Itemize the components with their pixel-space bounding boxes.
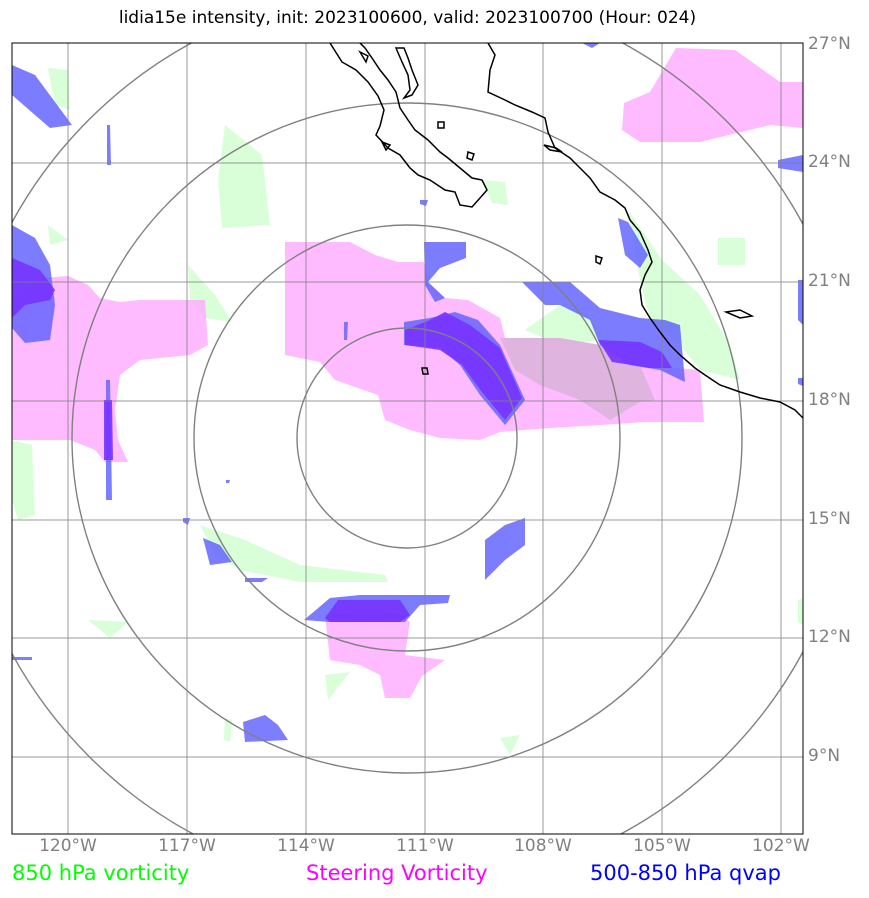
qvap-steering-overlap <box>12 258 672 622</box>
lat-label-27n: 27°N <box>808 34 851 54</box>
lon-label-114w: 114°W <box>277 836 335 856</box>
lat-label-24n: 24°N <box>808 152 851 172</box>
lon-label-120w: 120°W <box>39 836 97 856</box>
range-rings <box>12 43 803 834</box>
legend-850-vorticity: 850 hPa vorticity <box>12 861 190 885</box>
map-layers <box>12 43 803 755</box>
lon-label-117w: 117°W <box>158 836 216 856</box>
legend-qvap: 500-850 hPa qvap <box>590 861 781 885</box>
graticule <box>12 43 803 834</box>
lat-label-12n: 12°N <box>808 627 851 647</box>
lon-label-105w: 105°W <box>633 836 691 856</box>
vorticity-850-layer <box>12 68 803 755</box>
coastline <box>329 43 803 419</box>
lat-label-9n: 9°N <box>808 746 841 766</box>
lat-label-21n: 21°N <box>808 271 851 291</box>
lat-label-18n: 18°N <box>808 390 851 410</box>
lon-label-102w: 102°W <box>752 836 810 856</box>
lon-label-111w: 111°W <box>396 836 454 856</box>
map-frame <box>11 42 804 835</box>
lon-label-108w: 108°W <box>514 836 572 856</box>
legend-steering-vorticity: Steering Vorticity <box>306 861 488 885</box>
lat-label-15n: 15°N <box>808 509 851 529</box>
map-title: lidia15e intensity, init: 2023100600, va… <box>118 8 697 28</box>
